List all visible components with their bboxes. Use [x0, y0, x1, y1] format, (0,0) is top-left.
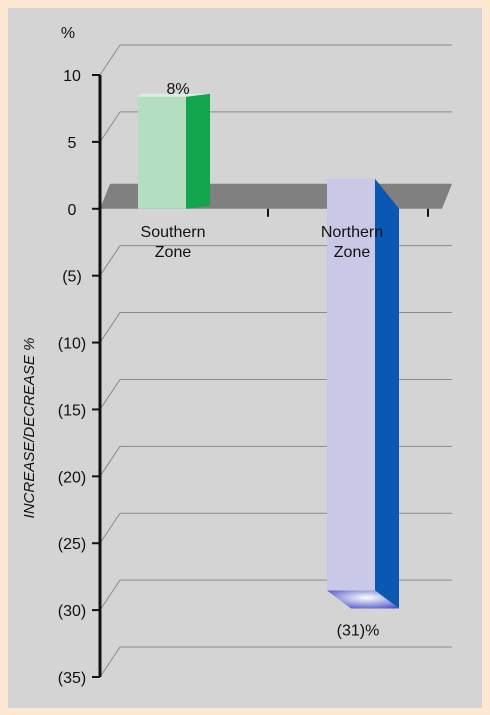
y-tick-label: (10) [58, 336, 86, 353]
southern-zone-bar [138, 96, 186, 209]
northern-zone-bar [327, 178, 375, 591]
y-tick-label: 0 [68, 202, 77, 219]
gridline-diagonal [99, 579, 121, 611]
gridline-diagonal [99, 379, 121, 410]
y-tick-label: 5 [68, 135, 77, 152]
gridline-diagonal [99, 312, 121, 343]
y-axis-title: INCREASE/DECREASE % [21, 338, 38, 519]
y-tick-label: (5) [62, 269, 82, 286]
unit-label: % [61, 25, 75, 42]
y-axis: 10 5 0 (5) (10) (15) (20) (25) (30) (35) [58, 68, 429, 687]
y-tick-label: (25) [58, 536, 86, 553]
y-tick-label: 10 [63, 68, 81, 85]
data-label: (31)% [337, 622, 380, 639]
category-label: Zone [334, 244, 371, 261]
northern-zone-bar-bottom [327, 590, 399, 609]
data-label: 8% [166, 81, 189, 98]
chart-panel [8, 8, 482, 708]
gridline-diagonal [99, 646, 121, 678]
gridline-diagonal [99, 245, 121, 276]
southern-zone-bar-side [186, 93, 210, 209]
y-tick-label: (35) [58, 670, 86, 687]
southern-zone-bar-top [138, 93, 210, 97]
gridline-diagonal [99, 446, 121, 477]
gridline-diagonal [99, 44, 121, 76]
y-tick-label: (30) [58, 603, 86, 620]
labels: Southern Zone Northern Zone 8% (31)% [141, 81, 384, 640]
gridline-diagonal [99, 512, 121, 544]
y-tick-label: (20) [58, 469, 86, 486]
northern-zone-bar-side [375, 178, 399, 609]
gridline-diagonal [99, 111, 121, 143]
category-label: Zone [155, 244, 192, 261]
category-label: Northern [321, 224, 383, 241]
category-label: Southern [141, 224, 206, 241]
y-tick-label: (15) [58, 402, 86, 419]
bars [138, 93, 399, 609]
